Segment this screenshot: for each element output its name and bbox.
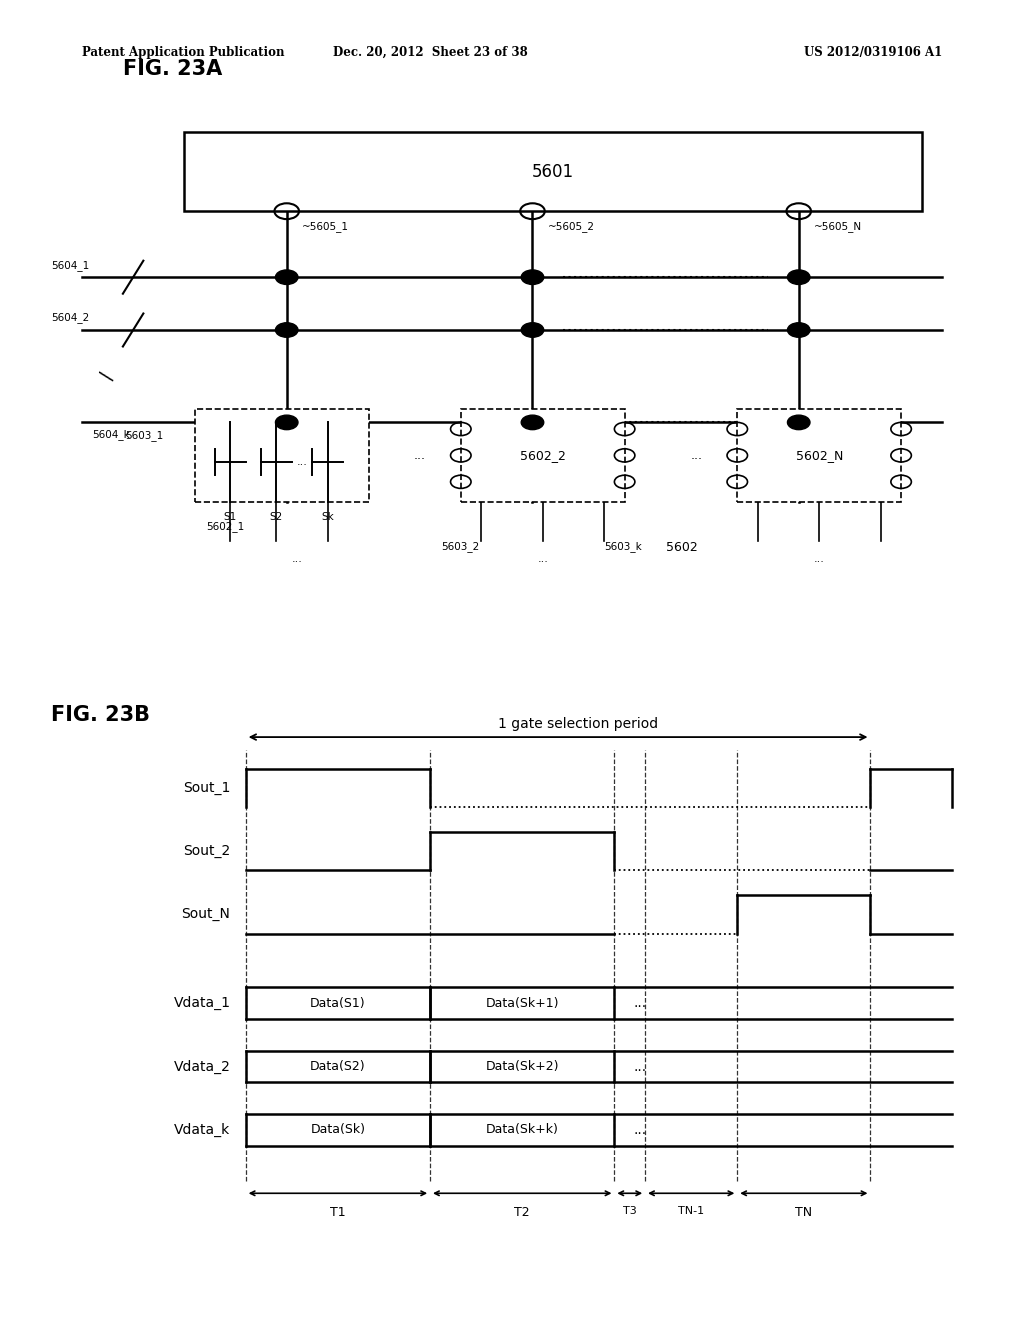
Circle shape (521, 416, 544, 430)
Text: /: / (97, 371, 118, 381)
Text: FIG. 23B: FIG. 23B (51, 705, 151, 726)
Text: 5603_k: 5603_k (604, 541, 642, 552)
Text: ...: ... (690, 449, 702, 462)
Text: ...: ... (297, 457, 307, 467)
Text: Sk: Sk (322, 511, 334, 521)
Text: Sout_N: Sout_N (181, 907, 230, 921)
Circle shape (521, 322, 544, 337)
Text: T1: T1 (330, 1206, 346, 1218)
Text: 5604_k: 5604_k (92, 429, 130, 440)
Text: ...: ... (292, 554, 302, 565)
Text: ~5605_1: ~5605_1 (302, 222, 349, 232)
Text: Dec. 20, 2012  Sheet 23 of 38: Dec. 20, 2012 Sheet 23 of 38 (333, 46, 527, 59)
Text: ...: ... (634, 1123, 646, 1137)
Text: Data(S2): Data(S2) (310, 1060, 366, 1073)
Text: 5601: 5601 (531, 162, 574, 181)
Text: T2: T2 (514, 1206, 530, 1218)
Text: FIG. 23A: FIG. 23A (123, 59, 222, 79)
Text: TN: TN (796, 1206, 812, 1218)
Circle shape (787, 322, 810, 337)
Circle shape (787, 416, 810, 430)
Text: Data(Sk+2): Data(Sk+2) (485, 1060, 559, 1073)
Circle shape (275, 271, 298, 285)
Text: 5604_1: 5604_1 (51, 260, 89, 271)
Text: 5603_1: 5603_1 (126, 430, 164, 441)
Text: ...: ... (414, 449, 426, 462)
Text: ...: ... (814, 554, 824, 565)
Circle shape (787, 271, 810, 285)
Text: ...: ... (634, 1060, 646, 1073)
Circle shape (275, 416, 298, 430)
Text: 5602: 5602 (666, 541, 697, 554)
Circle shape (521, 271, 544, 285)
Text: Vdata_1: Vdata_1 (173, 997, 230, 1010)
Text: S2: S2 (270, 511, 283, 521)
Text: S1: S1 (224, 511, 237, 521)
Text: Data(Sk): Data(Sk) (310, 1123, 366, 1137)
Text: 1 gate selection period: 1 gate selection period (499, 717, 658, 731)
Text: Vdata_2: Vdata_2 (173, 1060, 230, 1073)
Text: 5604_2: 5604_2 (51, 313, 89, 323)
Bar (737, 409, 901, 502)
Text: ...: ... (538, 554, 548, 565)
Text: 5602_N: 5602_N (796, 449, 843, 462)
Text: 5602_2: 5602_2 (520, 449, 565, 462)
Text: Patent Application Publication: Patent Application Publication (82, 46, 285, 59)
Text: TN-1: TN-1 (678, 1206, 705, 1216)
Text: T3: T3 (623, 1206, 637, 1216)
Text: Data(Sk+k): Data(Sk+k) (485, 1123, 559, 1137)
Text: Vdata_k: Vdata_k (174, 1123, 230, 1137)
Text: 5603_2: 5603_2 (441, 541, 480, 552)
Text: ...: ... (634, 997, 646, 1010)
Text: ~5605_2: ~5605_2 (548, 222, 595, 232)
Text: ~5605_N: ~5605_N (814, 222, 862, 232)
Text: Data(Sk+1): Data(Sk+1) (485, 997, 559, 1010)
Text: US 2012/0319106 A1: US 2012/0319106 A1 (804, 46, 942, 59)
Text: Data(S1): Data(S1) (310, 997, 366, 1010)
Circle shape (275, 322, 298, 337)
Bar (461, 409, 625, 502)
Bar (184, 132, 922, 211)
Text: Sout_2: Sout_2 (183, 843, 230, 858)
Bar (195, 409, 369, 502)
Text: Sout_1: Sout_1 (183, 780, 230, 795)
Text: 5602_1: 5602_1 (206, 521, 245, 532)
